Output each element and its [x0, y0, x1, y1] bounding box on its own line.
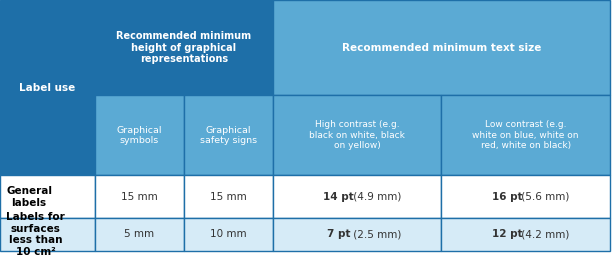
Bar [273, 176, 441, 218]
Bar [273, 218, 441, 251]
Bar [273, 95, 441, 176]
Bar [441, 176, 610, 218]
Text: General
labels: General labels [6, 186, 52, 207]
Text: 12 pt: 12 pt [492, 229, 522, 239]
Text: 5 mm: 5 mm [124, 229, 154, 239]
Text: Low contrast (e.g.
white on blue, white on
red, white on black): Low contrast (e.g. white on blue, white … [473, 120, 579, 150]
Text: Graphical
symbols: Graphical symbols [116, 126, 162, 145]
Text: 16 pt: 16 pt [492, 192, 522, 202]
Bar [441, 95, 610, 176]
Text: 10 mm: 10 mm [210, 229, 246, 239]
Text: 15 mm: 15 mm [121, 192, 158, 202]
Text: Labels for
surfaces
less than
10 cm²: Labels for surfaces less than 10 cm² [6, 212, 65, 257]
Text: (4.2 mm): (4.2 mm) [519, 229, 569, 239]
Bar [0, 176, 95, 218]
Text: (5.6 mm): (5.6 mm) [519, 192, 569, 202]
Bar [95, 176, 184, 218]
Text: High contrast (e.g.
black on white, black
on yellow): High contrast (e.g. black on white, blac… [309, 120, 405, 150]
Bar [95, 218, 184, 251]
Text: Graphical
safety signs: Graphical safety signs [200, 126, 257, 145]
Bar [95, 95, 184, 176]
Text: 15 mm: 15 mm [210, 192, 246, 202]
Bar [0, 218, 95, 251]
Bar [184, 176, 273, 218]
Bar [441, 218, 610, 251]
Text: Label use: Label use [20, 83, 75, 93]
Text: Recommended minimum
height of graphical
representations: Recommended minimum height of graphical … [116, 31, 251, 64]
Text: Recommended minimum text size: Recommended minimum text size [341, 43, 541, 53]
Bar [184, 95, 273, 176]
Bar [0, 0, 95, 176]
Bar [273, 0, 610, 95]
Text: (2.5 mm): (2.5 mm) [350, 229, 401, 239]
Text: 7 pt: 7 pt [327, 229, 351, 239]
Text: 14 pt: 14 pt [323, 192, 354, 202]
Text: (4.9 mm): (4.9 mm) [350, 192, 401, 202]
Bar [184, 218, 273, 251]
Bar [95, 0, 273, 95]
